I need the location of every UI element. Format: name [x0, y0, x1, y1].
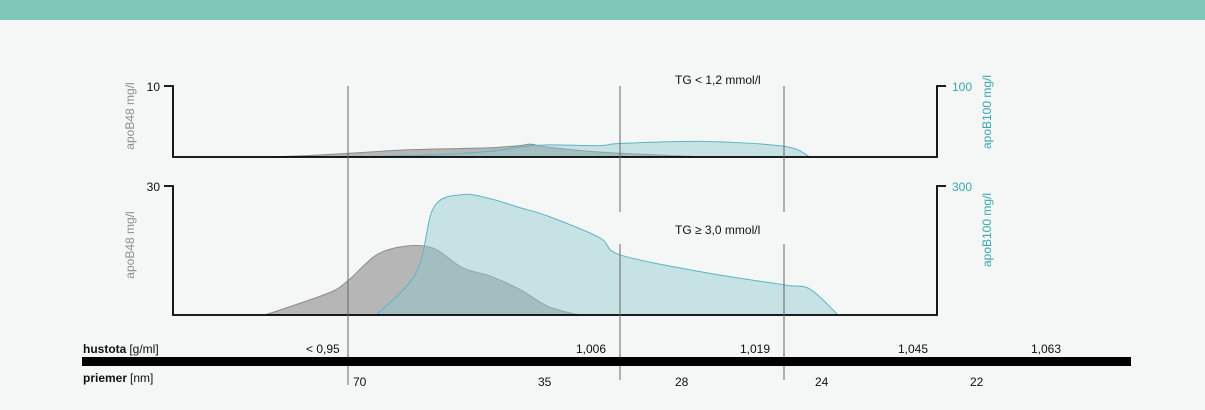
density-unit: [g/ml] — [129, 342, 158, 356]
panel-tg-high: 30 300 apoB48 mg/l apoB100 mg/l TG ≥ 3,0… — [123, 180, 994, 316]
diameter-tick: 28 — [675, 375, 689, 389]
panel-tg-low: 10 100 apoB48 mg/l apoB100 mg/l TG < 1,2… — [123, 73, 994, 158]
density-tick: 1,045 — [898, 342, 928, 356]
density-label: hustota [g/ml] — [83, 342, 159, 356]
density-label-bold: hustota — [83, 342, 127, 356]
area-apob48-panel2 — [264, 244, 580, 316]
diameter-tick: 24 — [815, 375, 829, 389]
density-tick: 1,006 — [576, 342, 606, 356]
panel1-right-tick: 100 — [952, 80, 972, 94]
panel1-frame — [164, 85, 946, 158]
panel1-right-axis-label: apoB100 mg/l — [980, 75, 994, 149]
diameter-tick: 35 — [538, 375, 552, 389]
diameter-label: priemer [nm] — [83, 371, 153, 385]
density-tick: 1,063 — [1031, 342, 1061, 356]
panel1-left-tick: 10 — [147, 80, 161, 94]
panel2-frame — [164, 185, 946, 316]
panel2-right-axis-label: apoB100 mg/l — [980, 193, 994, 267]
diameter-tick: 70 — [353, 375, 367, 389]
diameter-tick: 22 — [970, 375, 984, 389]
scale-bar — [82, 357, 1131, 366]
panel1-left-axis-label: apoB48 mg/l — [123, 82, 137, 149]
density-tick: < 0,95 — [306, 342, 340, 356]
header-bar — [0, 0, 1205, 20]
panel2-left-tick: 30 — [147, 180, 161, 194]
panel2-right-tick: 300 — [952, 180, 972, 194]
panel2-left-axis-label: apoB48 mg/l — [123, 211, 137, 278]
area-apob48-panel1 — [264, 143, 703, 158]
diameter-unit: [nm] — [130, 371, 153, 385]
density-tick: 1,019 — [740, 342, 770, 356]
area-apob100-panel2 — [375, 193, 840, 316]
diameter-label-bold: priemer — [83, 371, 127, 385]
panel2-annotation: TG ≥ 3,0 mmol/l — [675, 223, 760, 237]
panel1-annotation: TG < 1,2 mmol/l — [675, 73, 761, 87]
area-apob100-panel1 — [347, 140, 811, 158]
